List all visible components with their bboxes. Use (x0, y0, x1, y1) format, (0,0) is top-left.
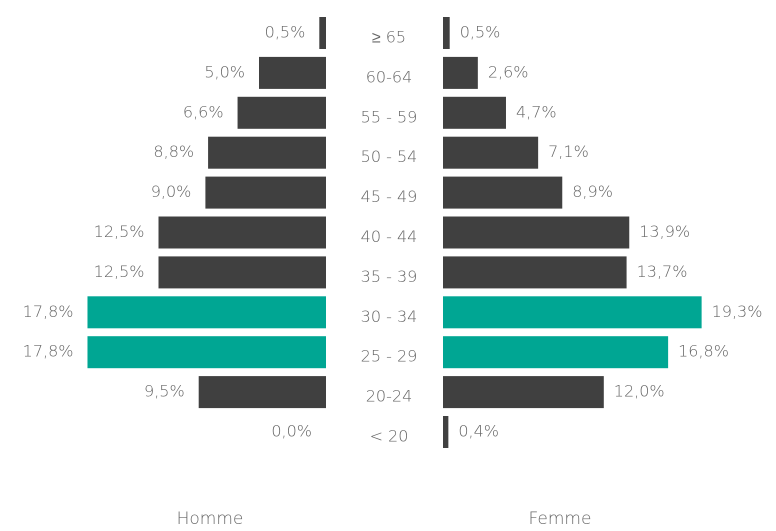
bar (443, 416, 449, 448)
value-label: 13,7% (637, 262, 688, 281)
value-label: 0,4% (458, 422, 499, 441)
value-label: 9,5% (144, 382, 185, 401)
bar (443, 176, 563, 209)
value-label: 7,1% (548, 142, 589, 161)
value-label: 12,5% (94, 262, 145, 281)
bar (87, 336, 326, 369)
category-label: < 20 (370, 427, 409, 446)
category-label: 20-24 (366, 387, 413, 406)
bar (443, 296, 702, 329)
value-label: 12,0% (614, 382, 665, 401)
category-label: 30 - 34 (361, 307, 418, 326)
category-label: 60-64 (366, 67, 413, 86)
value-label: 17,8% (23, 302, 74, 321)
category-label: 50 - 54 (361, 147, 418, 166)
value-label: 16,8% (678, 342, 729, 361)
legend-label: Femme (529, 509, 592, 529)
value-label: 8,8% (153, 142, 194, 161)
bar (443, 17, 450, 49)
value-label: 9,0% (151, 182, 192, 201)
bar (237, 96, 326, 129)
bar (443, 216, 630, 249)
legend-label: Homme (177, 509, 244, 529)
bar (208, 136, 326, 169)
bar (443, 336, 669, 369)
bar (443, 56, 478, 89)
value-label: 0,5% (460, 23, 501, 42)
bar (443, 256, 627, 289)
value-label: 8,9% (572, 182, 613, 201)
value-label: 0,5% (265, 23, 306, 42)
bar (443, 136, 539, 169)
value-label: 5,0% (204, 62, 245, 81)
bar (259, 56, 326, 89)
bar (443, 96, 506, 129)
bar (198, 376, 326, 409)
value-label: 17,8% (23, 342, 74, 361)
bar (158, 256, 326, 289)
value-label: 19,3% (712, 302, 763, 321)
bar (443, 376, 604, 409)
bar (158, 216, 326, 249)
category-label: 35 - 39 (361, 267, 418, 286)
value-label: 0,0% (271, 422, 312, 441)
value-label: 6,6% (183, 102, 224, 121)
bar (205, 176, 326, 209)
category-label: ≥ 65 (372, 28, 406, 47)
value-label: 4,7% (516, 102, 557, 121)
category-label: 25 - 29 (361, 347, 418, 366)
bar (319, 17, 326, 49)
category-label: 40 - 44 (361, 227, 418, 246)
category-label: 55 - 59 (361, 107, 418, 126)
value-label: 12,5% (94, 222, 145, 241)
category-label: 45 - 49 (361, 187, 418, 206)
value-label: 13,9% (639, 222, 690, 241)
bar (87, 296, 326, 329)
value-label: 2,6% (488, 62, 529, 81)
